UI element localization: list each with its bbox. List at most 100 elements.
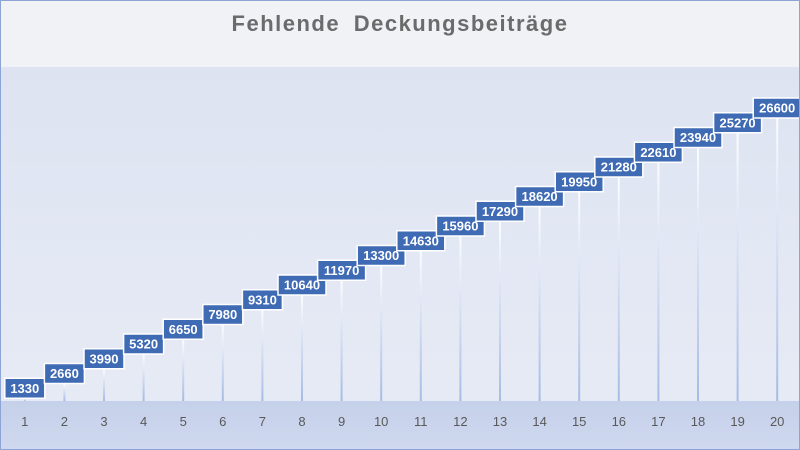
- data-label-2: 2660: [43, 362, 86, 385]
- bar-13: [499, 221, 501, 401]
- data-label-6: 7980: [202, 303, 244, 326]
- data-label-box: [83, 348, 125, 370]
- x-tick-label-12: 12: [453, 414, 467, 429]
- chart-title: Fehlende Deckungsbeiträge: [231, 11, 569, 36]
- x-tick-label-9: 9: [338, 414, 345, 429]
- data-label-text: 23940: [680, 130, 716, 145]
- x-tick-label-13: 13: [493, 414, 507, 429]
- data-label-box: [673, 126, 723, 149]
- bar-9: [340, 280, 343, 401]
- data-label-box: [43, 362, 86, 385]
- data-label-box: [316, 259, 367, 281]
- bar-11: [419, 250, 422, 401]
- data-label-9: 11970: [316, 259, 367, 281]
- x-tick-label-8: 8: [298, 414, 305, 429]
- bar-8: [301, 295, 303, 401]
- title-band: Fehlende Deckungsbeiträge: [1, 1, 799, 67]
- data-label-text: 10640: [284, 278, 320, 293]
- x-tick-label-16: 16: [612, 414, 626, 429]
- x-axis-band: [1, 401, 799, 449]
- data-label-box: [356, 244, 406, 267]
- data-label-text: 26600: [759, 101, 795, 116]
- data-label-15: 19950: [554, 171, 604, 193]
- data-label-text: 19950: [561, 174, 597, 189]
- data-label-8: 10640: [277, 274, 327, 296]
- data-label-box: [554, 171, 604, 193]
- bar-1: [23, 398, 26, 401]
- data-label-20: 26600: [752, 97, 799, 119]
- x-tick-label-18: 18: [691, 414, 705, 429]
- bar-19: [736, 132, 739, 401]
- data-label-17: 22610: [633, 141, 684, 163]
- bar-10: [380, 265, 383, 401]
- data-label-text: 18620: [522, 189, 558, 204]
- data-label-box: [162, 318, 204, 340]
- data-label-box: [202, 303, 244, 326]
- data-label-box: [752, 97, 799, 119]
- data-label-text: 15960: [442, 219, 478, 234]
- x-tick-label-4: 4: [140, 414, 147, 429]
- data-label-5: 6650: [162, 318, 204, 340]
- x-tick-label-17: 17: [651, 414, 665, 429]
- data-label-text: 21280: [601, 160, 637, 175]
- data-labels-group: 1330 2660 3990 5320 6650 7980 9310 10640 11970 13…: [4, 97, 799, 399]
- data-label-14: 18620: [514, 185, 565, 208]
- data-label-11: 14630: [396, 230, 446, 252]
- data-label-13: 17290: [475, 200, 525, 222]
- data-label-text: 14630: [403, 233, 439, 248]
- bar-4: [142, 354, 145, 401]
- bar-12: [459, 236, 462, 401]
- data-label-box: [712, 112, 763, 134]
- x-tick-label-11: 11: [414, 414, 428, 429]
- data-label-12: 15960: [435, 215, 486, 237]
- data-label-10: 13300: [356, 244, 406, 267]
- data-label-text: 3990: [90, 351, 119, 366]
- x-tick-label-20: 20: [770, 414, 784, 429]
- data-label-text: 9310: [248, 292, 277, 307]
- data-label-box: [514, 185, 565, 208]
- data-label-19: 25270: [712, 112, 763, 134]
- data-label-text: 11970: [324, 263, 359, 278]
- data-label-text: 5320: [129, 337, 158, 352]
- x-tick-label-1: 1: [21, 414, 28, 429]
- data-label-text: 2660: [50, 366, 79, 381]
- bar-17: [657, 162, 660, 401]
- x-tick-label-10: 10: [374, 414, 388, 429]
- data-label-box: [4, 377, 46, 399]
- bar-15: [578, 191, 581, 401]
- data-label-box: [435, 215, 486, 237]
- x-tick-label-3: 3: [100, 414, 107, 429]
- data-label-box: [594, 156, 644, 178]
- data-label-16: 21280: [594, 156, 644, 178]
- data-label-text: 17290: [482, 204, 518, 219]
- x-tick-label-5: 5: [180, 414, 187, 429]
- bar-18: [697, 147, 699, 401]
- x-tick-label-19: 19: [730, 414, 744, 429]
- bar-14: [538, 206, 541, 401]
- data-label-box: [633, 141, 684, 163]
- data-label-3: 3990: [83, 348, 125, 370]
- x-tick-label-15: 15: [572, 414, 586, 429]
- data-label-box: [396, 230, 446, 252]
- bar-2: [63, 383, 66, 401]
- data-label-text: 22610: [640, 145, 676, 160]
- data-label-text: 13300: [363, 248, 399, 263]
- data-label-text: 6650: [169, 322, 198, 337]
- data-label-box: [475, 200, 525, 222]
- data-label-text: 1330: [10, 381, 39, 396]
- data-label-4: 5320: [122, 333, 165, 355]
- bar-5: [182, 339, 185, 401]
- data-label-box: [122, 333, 165, 355]
- x-tick-label-14: 14: [532, 414, 546, 429]
- x-tick-label-7: 7: [259, 414, 266, 429]
- bar-20: [776, 118, 779, 401]
- x-tick-label-2: 2: [61, 414, 68, 429]
- bars-group: [23, 118, 779, 401]
- x-tick-labels-group: 1 2 3 4 5 6 7 8 9 10 11 12 13 14 15 16 17 18 19 20: [21, 414, 784, 429]
- data-label-7: 9310: [241, 289, 284, 311]
- data-label-text: 25270: [720, 115, 756, 130]
- bar-7: [261, 309, 264, 401]
- bar-3: [103, 368, 105, 401]
